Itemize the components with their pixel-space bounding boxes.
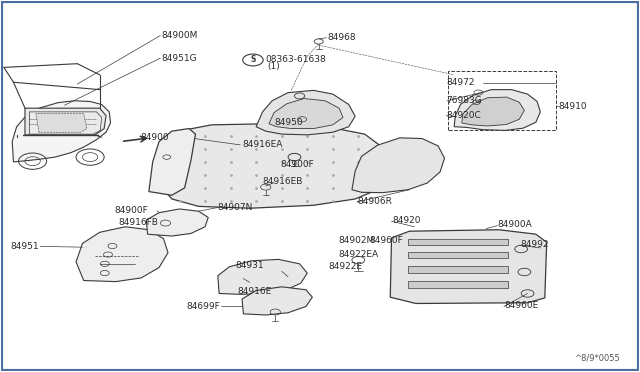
Text: 84950: 84950: [274, 118, 303, 127]
Text: 84960F: 84960F: [370, 236, 404, 246]
Text: 84968: 84968: [328, 33, 356, 42]
Text: 76983G: 76983G: [447, 96, 482, 105]
Text: 84907N: 84907N: [218, 203, 253, 212]
Text: 84902M: 84902M: [338, 236, 374, 246]
Polygon shape: [29, 112, 102, 134]
Text: 84906R: 84906R: [357, 198, 392, 206]
Text: 84951G: 84951G: [162, 54, 197, 62]
Text: 84916E: 84916E: [237, 287, 271, 296]
Polygon shape: [147, 209, 208, 236]
Text: 84920C: 84920C: [447, 111, 481, 120]
Text: 84916FB: 84916FB: [119, 218, 159, 227]
Text: (1): (1): [267, 62, 280, 71]
Text: 84900A: 84900A: [497, 220, 532, 229]
Polygon shape: [390, 230, 547, 304]
Polygon shape: [12, 101, 111, 162]
Text: 84900M: 84900M: [162, 31, 198, 40]
Polygon shape: [149, 129, 195, 195]
Polygon shape: [242, 287, 312, 315]
Text: 84922E: 84922E: [328, 262, 362, 271]
Text: 84900: 84900: [140, 133, 168, 142]
Text: 84931: 84931: [236, 261, 264, 270]
Text: 84922EA: 84922EA: [338, 250, 378, 259]
Text: 84951: 84951: [10, 242, 39, 251]
Polygon shape: [76, 227, 168, 282]
Polygon shape: [462, 97, 524, 126]
Text: 84900F: 84900F: [280, 160, 314, 169]
Text: 84992: 84992: [520, 240, 548, 249]
Polygon shape: [408, 238, 508, 245]
Polygon shape: [454, 90, 540, 131]
Polygon shape: [408, 266, 508, 273]
Text: 84916EB: 84916EB: [262, 177, 303, 186]
Text: 84960E: 84960E: [504, 301, 538, 310]
Polygon shape: [36, 114, 87, 132]
Text: 84900F: 84900F: [115, 206, 148, 215]
Text: 84910: 84910: [559, 102, 588, 111]
Polygon shape: [269, 99, 343, 129]
Polygon shape: [256, 90, 355, 135]
Polygon shape: [408, 251, 508, 258]
Text: 84916EA: 84916EA: [242, 140, 282, 150]
Text: 08363-61638: 08363-61638: [265, 55, 326, 64]
Text: 84699F: 84699F: [186, 302, 220, 311]
Text: 84920: 84920: [392, 216, 420, 225]
Text: 84972: 84972: [447, 78, 475, 87]
Text: ^8/9*0055: ^8/9*0055: [574, 353, 620, 362]
Text: S: S: [250, 55, 255, 64]
Polygon shape: [218, 259, 307, 294]
Polygon shape: [352, 138, 445, 193]
Polygon shape: [159, 124, 390, 208]
Polygon shape: [408, 281, 508, 288]
Polygon shape: [25, 108, 106, 135]
